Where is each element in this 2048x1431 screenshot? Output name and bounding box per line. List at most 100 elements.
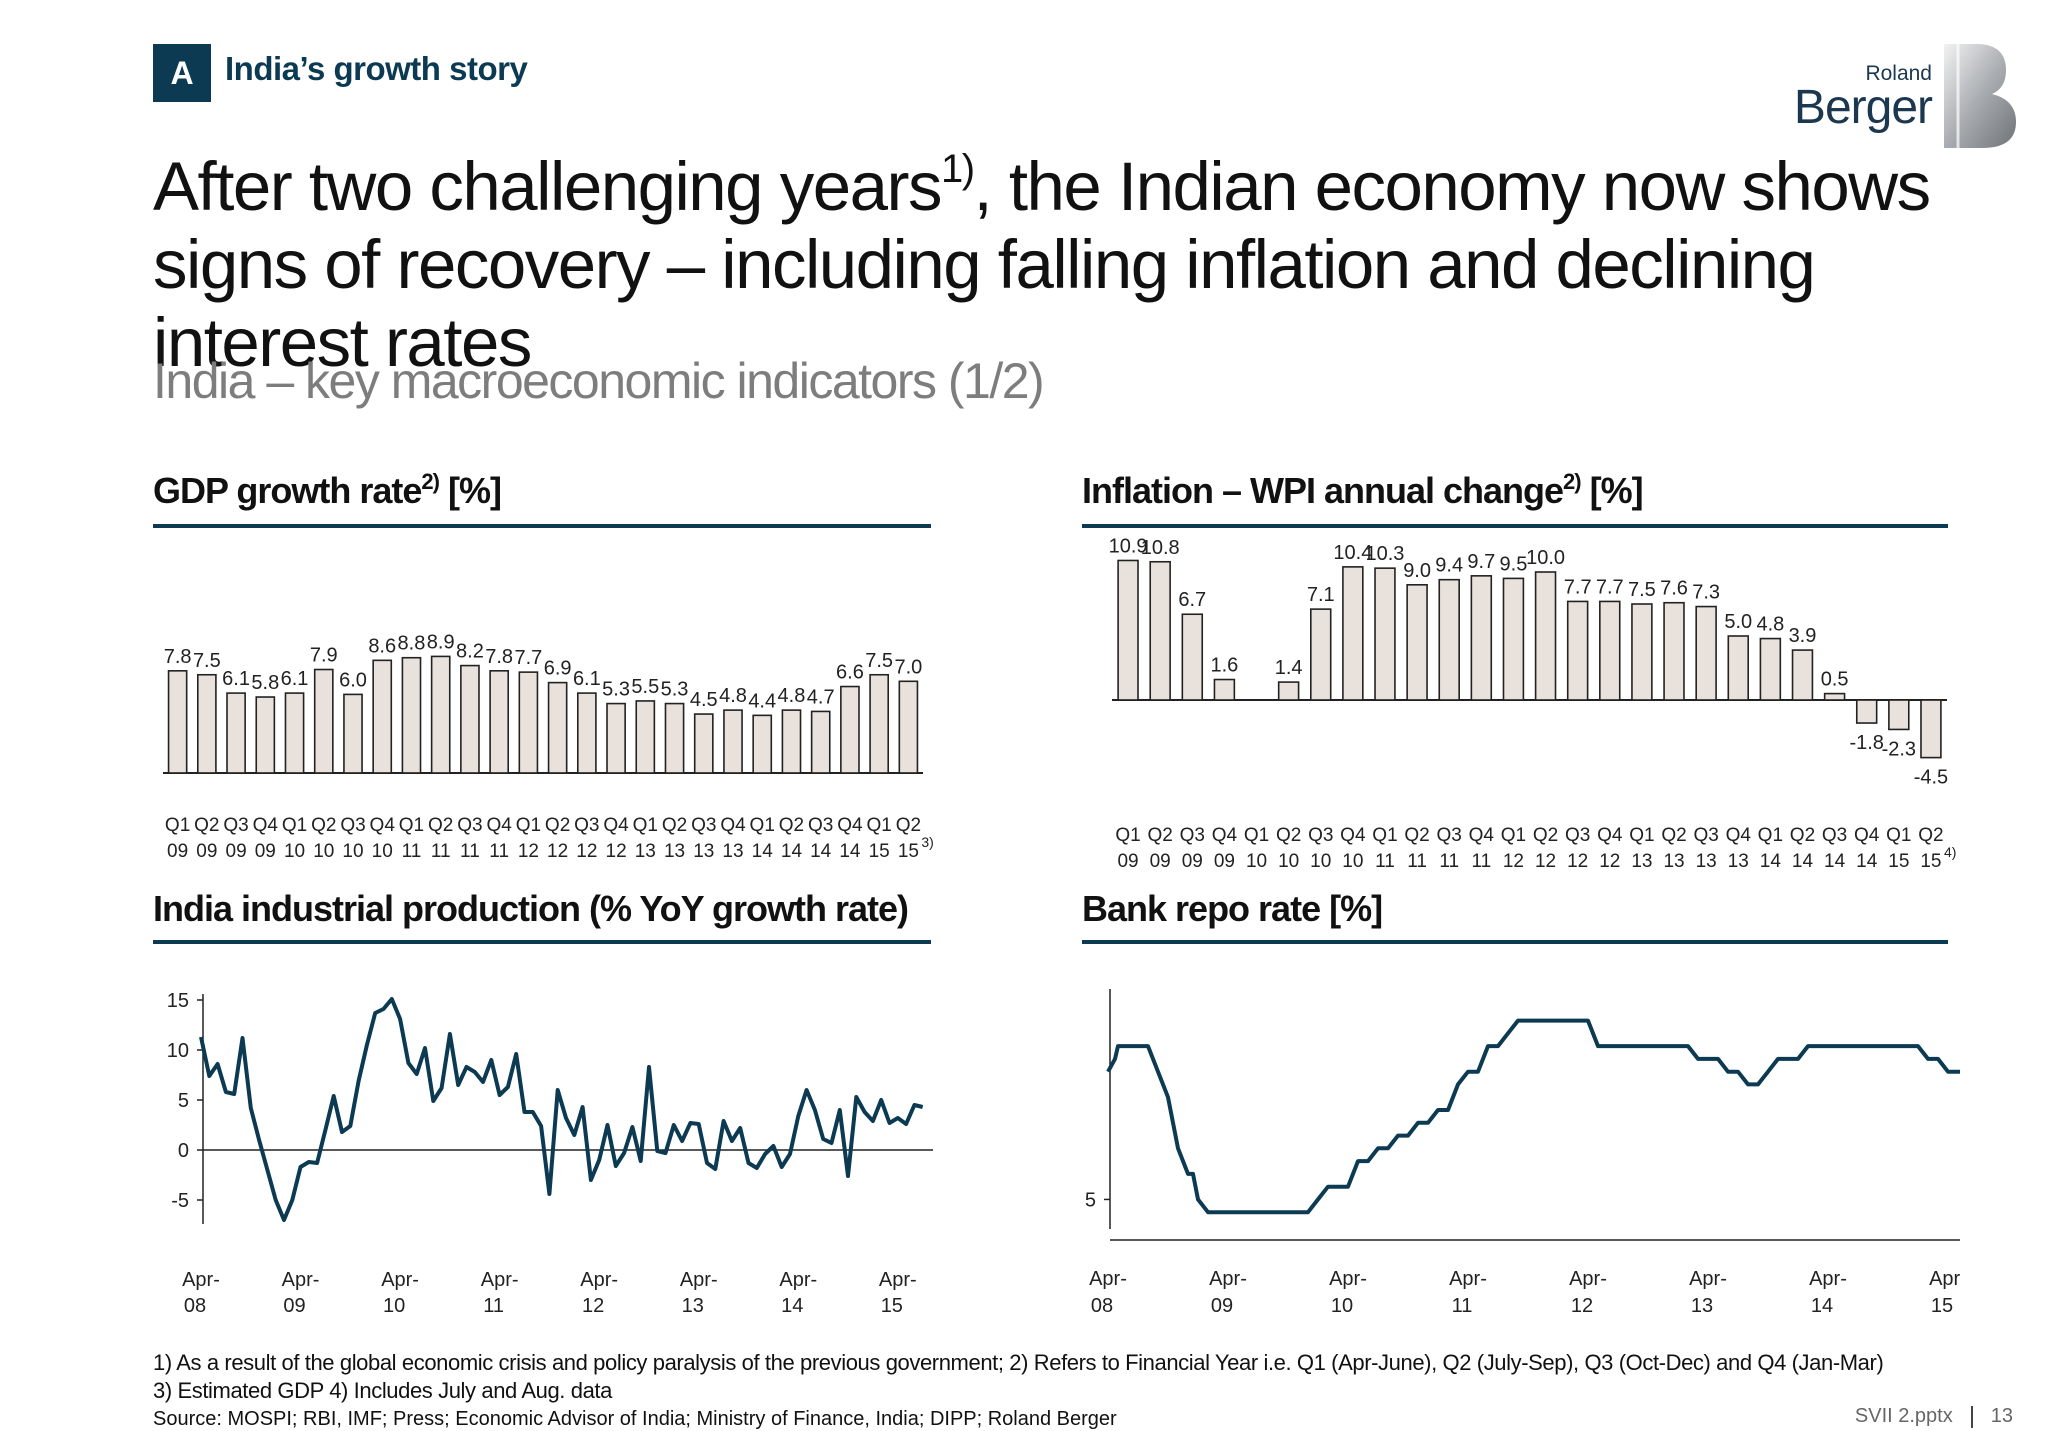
- data-label: 7.6: [1660, 578, 1688, 600]
- x-tick-year: 11: [1375, 851, 1395, 870]
- x-tick-quarter: Q4: [253, 815, 279, 836]
- x-tick-quarter: Q1: [1372, 825, 1397, 846]
- bar: [606, 702, 626, 774]
- x-tick-quarter: Q1: [1758, 825, 1783, 846]
- data-label: 10.9: [1109, 535, 1148, 557]
- data-label: 6.1: [281, 668, 309, 690]
- data-label: 9.4: [1435, 555, 1463, 577]
- data-label: 7.1: [1307, 584, 1335, 606]
- x-tick-year: 14: [1792, 851, 1814, 870]
- bar: [547, 681, 568, 774]
- x-tick-year: 13: [1631, 851, 1652, 870]
- logo-b-icon: [1944, 44, 2016, 148]
- bar: [1470, 575, 1493, 701]
- bar: [255, 696, 276, 774]
- data-label: 6.6: [836, 662, 864, 684]
- x-tick-year: 12: [1599, 851, 1620, 870]
- x-tick-quarter: Q3: [457, 815, 482, 836]
- x-tick-year: 11: [1439, 851, 1459, 870]
- data-label: -1.8: [1849, 732, 1883, 754]
- y-tick-label: -5: [171, 1190, 189, 1212]
- x-tick-year: 15: [898, 841, 919, 862]
- x-tick-year: 14: [839, 841, 861, 862]
- page-number: 13: [1990, 1405, 2013, 1427]
- wpi-title-rule: [1082, 524, 1948, 528]
- y-tick-label: 5: [178, 1090, 189, 1112]
- headline-part2: , the Indian economy now shows signs of …: [153, 148, 1931, 381]
- data-label: 9.7: [1467, 551, 1495, 573]
- x-tick-footnote: 4): [1944, 844, 1956, 860]
- x-tick-label-top: Apr-: [481, 1269, 519, 1291]
- x-tick-label-bottom: 15: [1931, 1295, 1953, 1317]
- x-tick-quarter: Q1: [282, 815, 307, 836]
- data-label: 4.8: [778, 685, 806, 707]
- x-tick-quarter: Q4: [1726, 825, 1752, 846]
- x-tick-year: 13: [1728, 851, 1749, 870]
- x-tick-quarter: Q2: [896, 815, 921, 836]
- data-label: 4.5: [690, 689, 718, 711]
- x-tick-year: 13: [1696, 851, 1717, 870]
- x-tick-label-bottom: 12: [1571, 1295, 1593, 1317]
- x-tick-label-bottom: 11: [1452, 1295, 1473, 1317]
- bar: [898, 680, 919, 774]
- footnote-line-1: 1) As a result of the global economic cr…: [153, 1350, 1884, 1375]
- data-label: 5.8: [251, 672, 279, 694]
- data-label: 6.7: [1178, 589, 1206, 611]
- x-tick-year: 10: [313, 841, 334, 862]
- wpi-panel-title: Inflation – WPI annual change2) [%]: [1082, 470, 1644, 512]
- bar: [664, 702, 685, 774]
- x-tick-year: 13: [664, 841, 685, 862]
- x-tick-label-bottom: 14: [781, 1295, 803, 1317]
- x-tick-quarter: Q1: [1244, 825, 1269, 846]
- bar: [1502, 577, 1525, 701]
- x-tick-year: 11: [431, 841, 451, 862]
- bar: [752, 714, 773, 774]
- data-label: 7.7: [1596, 576, 1624, 598]
- data-label: 7.7: [1564, 576, 1592, 598]
- x-tick-year: 13: [693, 841, 714, 862]
- x-tick-year: 12: [518, 841, 539, 862]
- x-tick-year: 09: [1117, 851, 1138, 870]
- bar: [372, 659, 393, 774]
- data-label: 4.4: [748, 690, 776, 712]
- x-tick-year: 13: [635, 841, 656, 862]
- headline-footnote-ref: 1): [940, 147, 975, 191]
- bar: [167, 670, 188, 774]
- x-tick-year: 14: [1824, 851, 1846, 870]
- bar: [1534, 571, 1557, 701]
- bar: [723, 709, 743, 774]
- x-tick-year: 10: [1278, 851, 1299, 870]
- x-tick-footnote: 3): [921, 834, 933, 850]
- x-tick-quarter: Q3: [808, 815, 833, 836]
- x-tick-year: 11: [1407, 851, 1427, 870]
- data-label: 7.9: [310, 645, 338, 667]
- x-tick-quarter: Q3: [691, 815, 716, 836]
- x-tick-year: 10: [1342, 851, 1363, 870]
- data-label: 9.0: [1403, 560, 1431, 582]
- data-label: 8.8: [398, 633, 426, 655]
- bar: [1631, 603, 1653, 701]
- bar: [430, 655, 451, 774]
- x-tick-year: 12: [1567, 851, 1588, 870]
- x-tick-year: 09: [226, 841, 247, 862]
- bar: [1309, 608, 1332, 701]
- x-tick-quarter: Q3: [340, 815, 365, 836]
- bar: [518, 671, 539, 774]
- data-label: 7.0: [894, 656, 922, 678]
- x-tick-label-top: Apr-: [1929, 1268, 1960, 1290]
- x-tick-label-bottom: 10: [1331, 1295, 1353, 1317]
- headline: After two challenging years1), the India…: [153, 148, 1973, 382]
- x-tick-year: 10: [284, 841, 305, 862]
- repo-line-chart: 5 Apr- 08 Apr- 09 Apr- 10 Apr- 11 Apr- 12 Apr- 13 Apr…: [1085, 989, 1960, 1317]
- x-tick-year: 14: [1856, 851, 1878, 870]
- x-tick-label-bottom: 13: [682, 1295, 704, 1317]
- data-label: 10.4: [1333, 542, 1372, 564]
- x-tick-year: 12: [1535, 851, 1556, 870]
- repo-title-rule: [1082, 940, 1948, 944]
- x-tick-quarter: Q2: [1661, 825, 1686, 846]
- data-label: -4.5: [1914, 767, 1948, 789]
- headline-part1: After two challenging years: [153, 148, 942, 225]
- bar: [1599, 600, 1621, 701]
- x-tick-quarter: Q4: [1212, 825, 1238, 846]
- data-label: 4.7: [807, 686, 835, 708]
